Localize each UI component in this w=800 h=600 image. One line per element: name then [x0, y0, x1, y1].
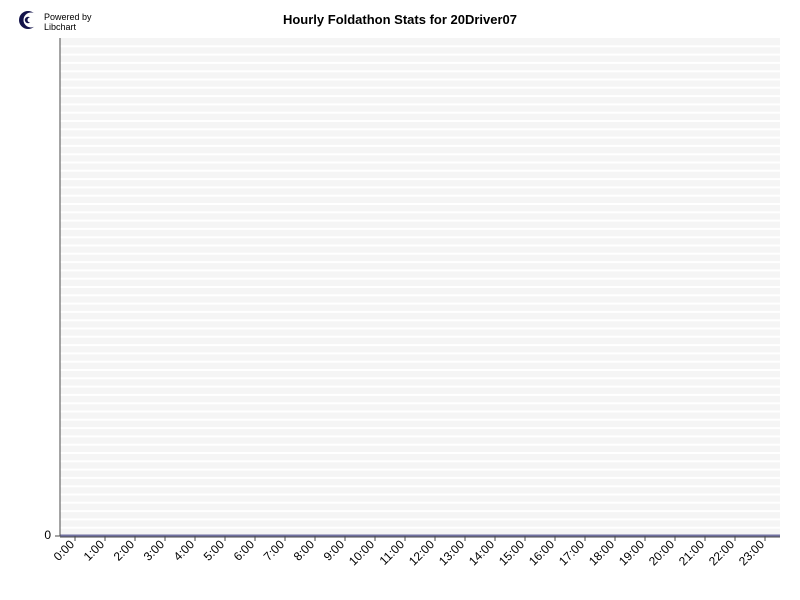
x-tick-label: 14:00: [466, 537, 497, 568]
x-tick-label: 2:00: [111, 537, 138, 564]
x-tick-label: 8:00: [291, 537, 318, 564]
x-tick-label: 12:00: [406, 537, 437, 568]
y-tick-label: 0: [44, 528, 51, 542]
x-tick-label: 11:00: [377, 537, 408, 568]
x-tick-label: 20:00: [646, 537, 677, 568]
x-tick-label: 16:00: [526, 537, 557, 568]
x-tick-label: 21:00: [676, 537, 707, 568]
x-tick-label: 1:00: [81, 537, 108, 564]
x-tick-label: 3:00: [141, 537, 168, 564]
x-tick-label: 22:00: [706, 537, 737, 568]
x-tick-label: 13:00: [436, 537, 467, 568]
x-tick-label: 0:00: [51, 537, 78, 564]
x-tick-label: 4:00: [171, 537, 198, 564]
x-tick-label: 9:00: [321, 537, 348, 564]
x-tick-label: 10:00: [346, 537, 377, 568]
x-tick-label: 6:00: [231, 537, 258, 564]
x-tick-label: 15:00: [496, 537, 527, 568]
chart-page: Powered by Libchart Hourly Foldathon Sta…: [0, 0, 800, 600]
x-tick-label: 5:00: [201, 537, 228, 564]
x-tick-label: 23:00: [736, 537, 767, 568]
x-tick-label: 17:00: [556, 537, 587, 568]
x-tick-label: 18:00: [586, 537, 617, 568]
chart-canvas: 00:001:002:003:004:005:006:007:008:009:0…: [0, 0, 800, 600]
x-tick-label: 7:00: [261, 537, 288, 564]
x-tick-label: 19:00: [616, 537, 647, 568]
